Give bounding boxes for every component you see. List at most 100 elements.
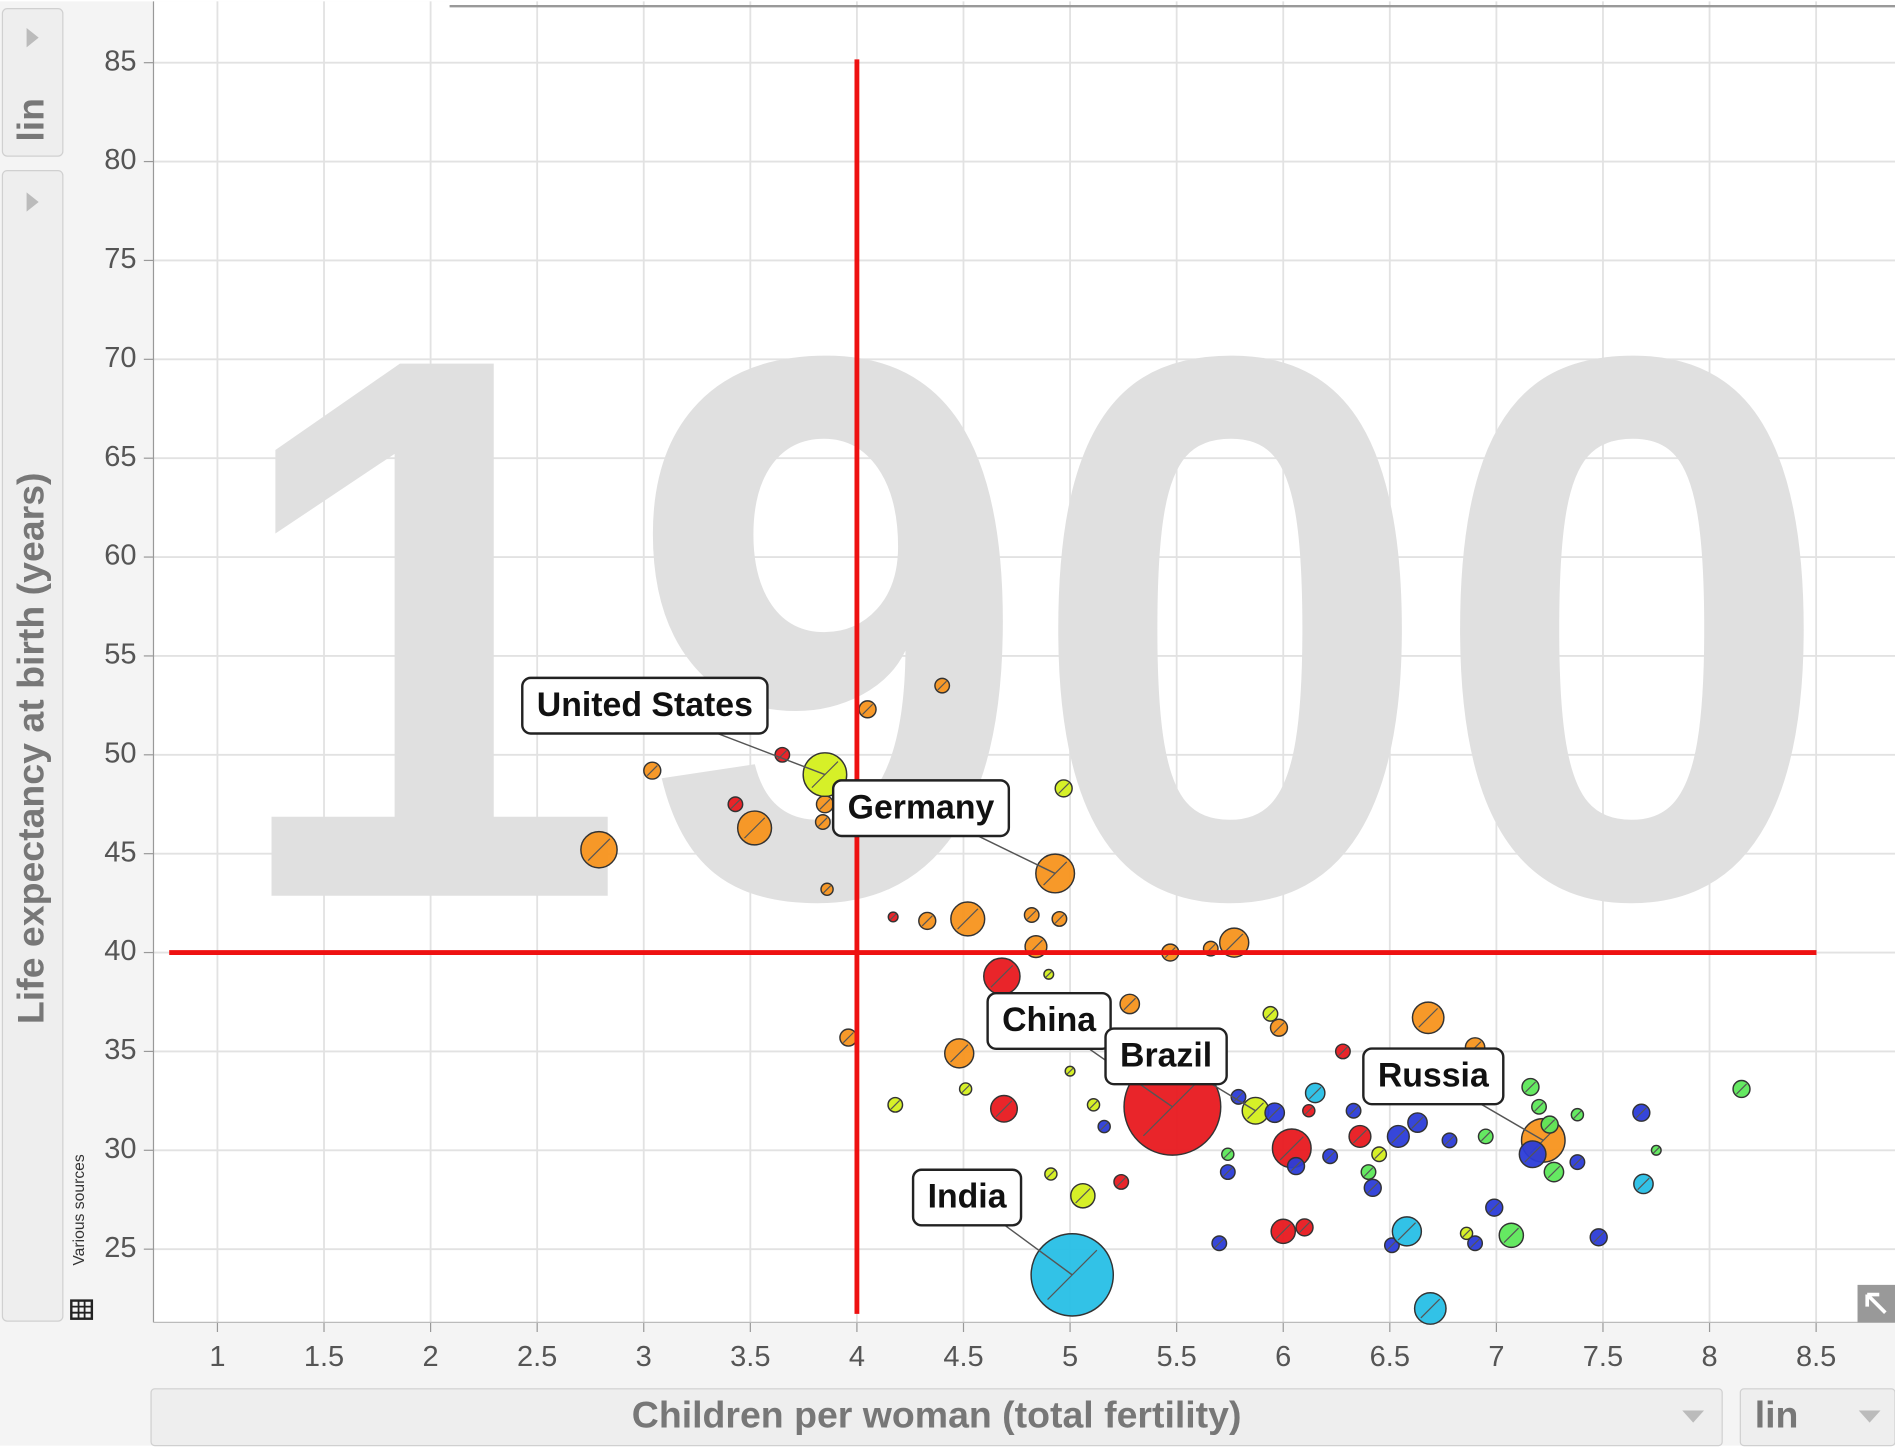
bubble-hatch bbox=[1573, 1110, 1582, 1119]
annotation-label: Russia bbox=[1378, 1057, 1490, 1095]
bubble-hatch bbox=[744, 817, 766, 839]
bubble-hatch bbox=[1325, 1151, 1335, 1162]
y-axis-selector[interactable] bbox=[1, 169, 64, 1322]
bubble-hatch bbox=[1299, 1221, 1311, 1233]
bubble-hatch bbox=[1637, 1177, 1650, 1191]
annotation-box bbox=[831, 779, 1011, 838]
bubble-hatch bbox=[1348, 1105, 1359, 1116]
bubble-hatch bbox=[1572, 1157, 1583, 1167]
bubble-hatch bbox=[1116, 1177, 1127, 1187]
bubble-hatch bbox=[1367, 1182, 1379, 1194]
bubble-hatch bbox=[818, 817, 828, 827]
bubble-hatch bbox=[823, 885, 832, 894]
bubble-hatch bbox=[1066, 1067, 1074, 1075]
annotation-label: United States bbox=[537, 686, 753, 724]
bubble-hatch bbox=[1054, 914, 1065, 924]
bubble-hatch bbox=[1524, 1081, 1537, 1093]
expand-icon bbox=[1865, 1292, 1887, 1314]
y-scale-label: lin bbox=[10, 98, 52, 142]
bubble-hatch bbox=[1363, 1167, 1374, 1177]
annotation: Russia bbox=[1362, 1047, 1505, 1106]
bubble-hatch bbox=[862, 703, 874, 715]
bubble-hatch bbox=[1353, 1129, 1367, 1144]
bubble-hatch bbox=[1265, 1009, 1276, 1019]
bubble-hatch bbox=[1273, 1022, 1285, 1034]
arrow-icon bbox=[26, 27, 39, 48]
x-tick-label: 4 bbox=[849, 1341, 865, 1373]
bubble-hatch bbox=[1275, 1223, 1291, 1240]
bubble-hatch bbox=[1635, 1107, 1647, 1119]
annotation-label: India bbox=[928, 1178, 1008, 1216]
bubble-hatch bbox=[1308, 1086, 1322, 1100]
table-icon[interactable] bbox=[70, 1299, 94, 1320]
annotation-box bbox=[986, 991, 1112, 1050]
x-tick-label: 5 bbox=[1062, 1341, 1078, 1373]
bubble-hatch bbox=[1503, 1227, 1519, 1244]
overlay: United States Germany China Brazil India Russ… bbox=[169, 59, 1817, 1314]
bubble-hatch bbox=[819, 798, 831, 810]
bubble-hatch bbox=[1544, 1119, 1556, 1131]
x-tick-label: 5.5 bbox=[1156, 1341, 1196, 1373]
y-tick-label: 65 bbox=[104, 441, 136, 473]
bubble-hatch bbox=[1290, 1160, 1302, 1172]
arrow-icon bbox=[26, 192, 39, 212]
bubble-hatch bbox=[1268, 1106, 1281, 1119]
bubble-hatch bbox=[957, 908, 979, 930]
bubble-hatch bbox=[1075, 1188, 1091, 1204]
plot-area bbox=[153, 1, 1895, 1323]
bubble-hatch bbox=[730, 799, 741, 810]
bubble-hatch bbox=[1462, 1229, 1471, 1238]
y-tick-label: 50 bbox=[104, 737, 136, 769]
bubble-hatch bbox=[1547, 1165, 1561, 1179]
y-tick-label: 40 bbox=[104, 935, 136, 967]
x-tick-label: 8.5 bbox=[1796, 1341, 1836, 1373]
bubble-hatch bbox=[1046, 1169, 1055, 1179]
x-tick-label: 7 bbox=[1488, 1341, 1504, 1373]
y-tick-label: 75 bbox=[104, 243, 136, 275]
bubble-hatch bbox=[1225, 933, 1244, 952]
bubble-hatch bbox=[890, 1100, 901, 1110]
bubble-hatch bbox=[1304, 1106, 1313, 1115]
y-scale-toggle[interactable] bbox=[1, 8, 64, 157]
x-tick-label: 3 bbox=[636, 1341, 652, 1373]
x-tick-label: 4.5 bbox=[943, 1341, 983, 1373]
x-axis-selector[interactable] bbox=[150, 1388, 1723, 1447]
source-note: Various sources bbox=[71, 1154, 88, 1266]
bubble-hatch bbox=[1420, 1298, 1441, 1319]
annotation-box bbox=[1362, 1047, 1505, 1106]
bubble-hatch bbox=[1488, 1202, 1500, 1214]
bubble-hatch bbox=[1470, 1238, 1480, 1249]
x-tick-label: 6.5 bbox=[1370, 1341, 1410, 1373]
bubble-hatch bbox=[995, 1100, 1013, 1118]
dropdown-arrow bbox=[1682, 1410, 1705, 1423]
bubble-hatch bbox=[1058, 782, 1070, 794]
bubble-hatch bbox=[1045, 970, 1053, 978]
bubble-hatch bbox=[1593, 1231, 1605, 1243]
bubble-hatch bbox=[1387, 1240, 1397, 1250]
bubble-hatch bbox=[1123, 997, 1136, 1011]
annotation: United States bbox=[521, 676, 769, 735]
y-tick-label: 30 bbox=[104, 1133, 136, 1165]
bubble-hatch bbox=[1418, 1007, 1439, 1028]
bubble-hatch bbox=[1279, 1136, 1304, 1161]
x-tick-label: 1.5 bbox=[304, 1341, 344, 1373]
y-tick-label: 45 bbox=[104, 836, 136, 868]
x-scale-label: lin bbox=[1755, 1394, 1799, 1436]
bubble-hatch bbox=[1223, 1167, 1233, 1177]
bubble-hatch bbox=[950, 1044, 969, 1063]
y-tick-label: 85 bbox=[104, 45, 136, 77]
bubble-hatch bbox=[1652, 1146, 1660, 1154]
y-tick-label: 70 bbox=[104, 342, 136, 374]
bubble-hatch bbox=[1043, 861, 1068, 886]
x-tick-label: 6 bbox=[1275, 1341, 1291, 1373]
y-tick-label: 25 bbox=[104, 1232, 136, 1264]
bubble-hatch bbox=[842, 1032, 854, 1044]
bubble-hatch bbox=[990, 964, 1014, 988]
bubble-hatch bbox=[921, 915, 933, 927]
annotation-box bbox=[521, 676, 769, 735]
x-tick-label: 1 bbox=[209, 1341, 225, 1373]
bubble-hatch bbox=[1338, 1046, 1348, 1057]
x-scale-toggle[interactable] bbox=[1739, 1388, 1895, 1447]
annotation-label: Brazil bbox=[1120, 1037, 1212, 1075]
